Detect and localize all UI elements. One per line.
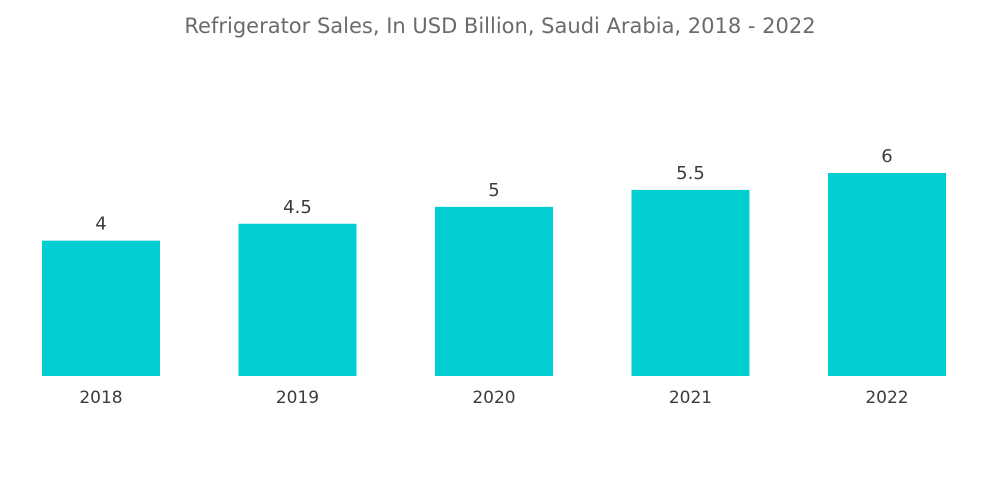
x-tick-label-2020: 2020	[472, 388, 515, 408]
data-label-2021: 5.5	[676, 163, 705, 184]
data-labels-group: 4 4.5 5 5.5 6	[95, 146, 892, 235]
bars-group	[42, 173, 946, 376]
chart-title: Refrigerator Sales, In USD Billion, Saud…	[184, 14, 816, 38]
x-tick-label-2021: 2021	[669, 388, 712, 408]
bar-2019	[238, 223, 357, 376]
x-tick-label-2018: 2018	[79, 388, 122, 408]
bar-2018	[42, 240, 160, 376]
x-tick-labels-group: 2018 2019 2020 2021 2022	[79, 388, 908, 408]
data-label-2018: 4	[95, 214, 106, 235]
data-label-2019: 4.5	[283, 197, 312, 218]
bar-2022	[828, 173, 946, 376]
x-tick-label-2022: 2022	[865, 388, 908, 408]
bar-2021	[631, 189, 750, 376]
x-tick-label-2019: 2019	[276, 388, 319, 408]
bar-2020	[435, 206, 553, 376]
data-label-2020: 5	[488, 180, 499, 201]
data-label-2022: 6	[881, 146, 892, 167]
